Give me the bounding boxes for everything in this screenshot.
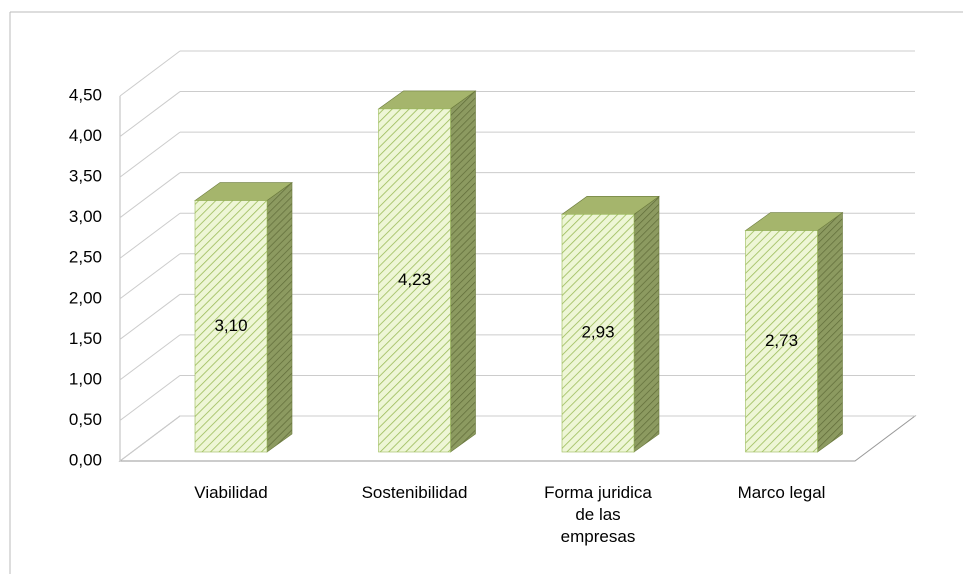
- bar: [561, 214, 635, 453]
- bar-side: [450, 90, 476, 453]
- y-tick-label: 1,50: [69, 329, 102, 348]
- y-tick-label: 2,00: [69, 288, 102, 307]
- y-tick-label: 3,00: [69, 207, 102, 226]
- grid-line-side: [119, 131, 181, 178]
- y-tick-label: 3,50: [69, 167, 102, 186]
- value-label: 2,93: [581, 323, 614, 342]
- x-tick-label: Viabilidad: [194, 483, 268, 502]
- grid-line-side: [119, 50, 181, 97]
- bar: [194, 200, 268, 453]
- bar-side: [817, 211, 843, 453]
- bar: [378, 108, 451, 453]
- y-tick-label: 4,50: [69, 85, 102, 104]
- grid-line-side: [119, 91, 181, 137]
- bar-side: [266, 181, 293, 453]
- value-label: 4,23: [398, 270, 431, 289]
- grid-line-side: [119, 253, 181, 300]
- grid-line-side: [119, 293, 181, 340]
- y-tick-label: 0,50: [69, 410, 102, 429]
- bar-side: [633, 195, 660, 453]
- y-tick-label: 1,00: [69, 369, 102, 388]
- x-tick-label: Marco legal: [737, 483, 826, 502]
- grid-line-side: [119, 415, 181, 462]
- value-label: 3,10: [214, 316, 247, 335]
- grid-line-side: [119, 172, 181, 219]
- x-tick-label: Forma juridica de las empresas: [544, 483, 652, 546]
- grid-line-side: [119, 334, 181, 381]
- y-tick-label: 0,00: [69, 450, 102, 469]
- value-label: 2,73: [765, 331, 798, 350]
- y-tick-label: 4,00: [69, 126, 102, 145]
- x-tick-label: Sostenibilidad: [361, 483, 468, 502]
- bar: [745, 230, 818, 453]
- grid-line-side: [119, 375, 181, 421]
- grid-line-side: [119, 212, 181, 259]
- y-tick-label: 2,50: [69, 248, 102, 267]
